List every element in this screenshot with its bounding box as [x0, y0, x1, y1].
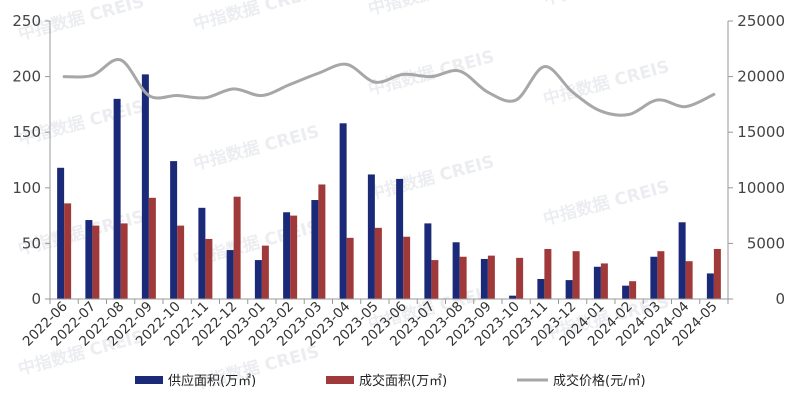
- left-tick-label: 150: [12, 123, 41, 141]
- bar-supply: [367, 174, 375, 299]
- watermark-text: 中指数据 CREIS: [191, 0, 322, 35]
- bar-deal: [64, 203, 72, 299]
- left-tick-label: 250: [12, 12, 41, 30]
- watermark-text: 中指数据 CREIS: [366, 0, 497, 20]
- right-tick-label: 20000: [737, 68, 785, 86]
- bar-deal: [600, 263, 608, 299]
- bar-deal: [685, 261, 693, 299]
- watermark-text: 中指数据 CREIS: [366, 46, 497, 100]
- bar-deal: [148, 197, 156, 299]
- bar-supply: [622, 285, 630, 299]
- watermark-text: 中指数据 CREIS: [366, 151, 497, 205]
- legend-label-deal: 成交面积(万㎡): [359, 373, 447, 389]
- bar-deal: [516, 257, 524, 299]
- legend-label-price: 成交价格(元/㎡): [553, 373, 646, 389]
- bar-deal: [403, 236, 411, 299]
- bar-deal: [431, 260, 439, 299]
- legend-swatch-deal: [326, 376, 354, 384]
- bar-supply: [678, 222, 686, 299]
- bar-supply: [706, 273, 714, 299]
- bar-supply: [85, 220, 93, 299]
- bar-supply: [113, 98, 121, 299]
- bar-deal: [261, 245, 269, 299]
- bar-supply: [141, 74, 149, 299]
- right-tick-label: 25000: [737, 12, 785, 30]
- watermark-text: 中指数据 CREIS: [191, 121, 322, 175]
- bar-supply: [339, 123, 347, 299]
- bar-supply: [254, 260, 262, 299]
- bar-deal: [629, 281, 637, 299]
- left-y-axis: 0 50 100 150 200 250: [12, 12, 51, 308]
- bar-deal: [177, 225, 185, 299]
- left-tick-label: 200: [12, 68, 41, 86]
- bar-deal: [346, 237, 354, 299]
- bar-supply: [424, 223, 432, 299]
- right-tick-label: 5000: [747, 234, 785, 252]
- bar-supply: [283, 212, 291, 299]
- bar-deal: [205, 238, 213, 299]
- bar-deal: [713, 248, 721, 299]
- bar-supply: [452, 242, 460, 299]
- left-tick-label: 0: [31, 290, 41, 308]
- legend-label-supply: 供应面积(万㎡): [168, 373, 256, 389]
- right-y-axis: 0 5000 10000 15000 20000 25000: [727, 12, 785, 308]
- watermark-text: 中指数据 CREIS: [541, 0, 672, 10]
- bar-supply: [650, 256, 658, 299]
- price-line: [62, 58, 716, 117]
- bar-deal: [459, 256, 467, 299]
- watermark-text: 中指数据 CREIS: [541, 176, 672, 230]
- bar-deal: [233, 196, 241, 299]
- bar-deal: [318, 184, 326, 299]
- bar-deal: [572, 251, 580, 299]
- bar-supply: [593, 266, 601, 299]
- bar-deal: [374, 227, 382, 299]
- bar-supply: [480, 258, 488, 299]
- right-tick-label: 10000: [737, 179, 785, 197]
- bar-deal: [657, 251, 665, 299]
- bar-supply: [311, 200, 319, 299]
- legend-swatch-supply: [135, 376, 163, 384]
- legend: 供应面积(万㎡) 成交面积(万㎡) 成交价格(元/㎡): [135, 373, 646, 389]
- bar-deal: [120, 223, 128, 299]
- right-tick-label: 0: [775, 290, 785, 308]
- bar-deal: [544, 248, 552, 299]
- right-tick-label: 15000: [737, 123, 785, 141]
- left-tick-label: 100: [12, 179, 41, 197]
- bar-supply: [198, 207, 206, 299]
- bar-supply: [226, 250, 234, 299]
- bar-deal: [487, 255, 495, 299]
- price-line-layer: [62, 58, 716, 117]
- bar-supply: [565, 280, 573, 299]
- bar-supply: [537, 278, 545, 299]
- bar-supply: [509, 295, 517, 299]
- bar-series-layer: [57, 74, 721, 299]
- bar-deal: [290, 215, 298, 299]
- bar-supply: [170, 161, 178, 299]
- bar-deal: [92, 225, 100, 299]
- bar-supply: [396, 178, 404, 299]
- bar-supply: [57, 167, 65, 299]
- left-tick-label: 50: [22, 234, 41, 252]
